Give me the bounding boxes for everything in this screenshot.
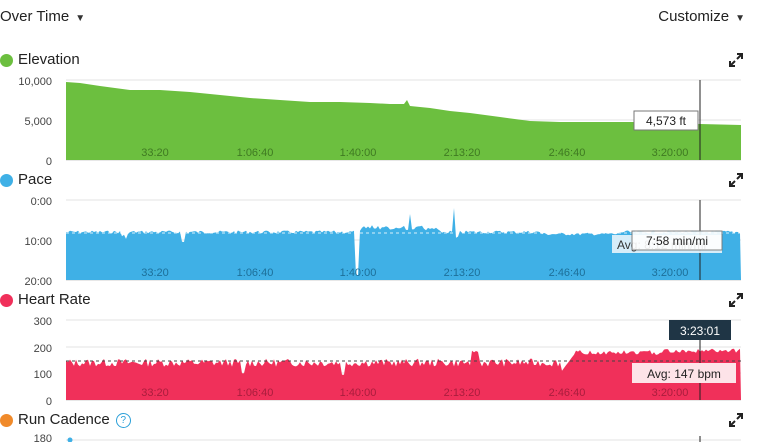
customize-dropdown[interactable]: Customize ▼ xyxy=(658,8,745,25)
x-tick: 33:20 xyxy=(141,147,169,159)
x-tick: 33:20 xyxy=(141,267,169,279)
expand-arrows-icon[interactable] xyxy=(729,293,743,307)
expand-arrows-icon[interactable] xyxy=(729,413,743,427)
x-tick: 3:20:00 xyxy=(652,267,689,279)
cadence-title-wrap: Run Cadence? xyxy=(18,411,131,428)
heart-rate-legend-dot xyxy=(0,294,13,307)
pace-title: Pace xyxy=(18,171,53,188)
elevation-y-tick: 0 xyxy=(46,156,52,168)
pace-y-tick: 20:00 xyxy=(24,276,52,288)
cadence-header: Run Cadence? xyxy=(0,411,765,431)
x-tick: 3:20:00 xyxy=(652,147,689,159)
pace-legend-dot xyxy=(0,174,13,187)
elevation-legend-dot xyxy=(0,54,13,67)
cadence-y-tick: 180 xyxy=(34,433,52,442)
customize-label: Customize xyxy=(658,8,730,25)
pace-y-tick: 0:00 xyxy=(31,196,52,208)
heart-rate-y-tick: 200 xyxy=(34,343,52,355)
x-tick: 1:06:40 xyxy=(237,147,274,159)
pace-cursor-tooltip xyxy=(631,230,723,251)
elevation-area xyxy=(66,82,741,160)
expand-arrows-icon[interactable] xyxy=(729,173,743,187)
x-tick: 1:06:40 xyxy=(237,267,274,279)
help-circle-icon[interactable]: ? xyxy=(115,413,131,428)
heart-rate-y-tick: 100 xyxy=(34,369,52,381)
caret-down-icon: ▼ xyxy=(75,13,86,24)
heart-rate-header: Heart Rate xyxy=(0,291,765,311)
elevation-y-tick: 10,000 xyxy=(18,76,52,88)
heart-rate-average-label: Avg: 147 bpm xyxy=(647,367,721,381)
view-mode-label: Over Time xyxy=(0,8,70,25)
heart-rate-chart: 300 200 100 0 33:20 1:06:40 1:40:00 2:13… xyxy=(34,316,741,408)
heart-rate-y-tick: 0 xyxy=(46,396,52,408)
heart-rate-y-tick: 300 xyxy=(34,316,52,328)
cadence-chart: 180 xyxy=(34,433,741,442)
x-tick: 2:13:20 xyxy=(444,387,481,399)
pace-chart: 0:00 10:00 20:00 33:20 1:06:40 1:40:00 2… xyxy=(24,196,741,288)
pace-average-label: Avg: 8:12 min/mi xyxy=(617,238,706,252)
x-tick: 2:46:40 xyxy=(549,267,586,279)
cadence-point xyxy=(67,437,73,442)
pace-average-badge xyxy=(612,235,722,253)
x-tick: 2:46:40 xyxy=(549,147,586,159)
cadence-legend-dot xyxy=(0,414,13,427)
cursor-time-label: 3:23:01 xyxy=(680,324,720,338)
pace-header: Pace xyxy=(0,171,765,191)
elevation-cursor-tooltip xyxy=(633,110,699,131)
x-tick: 2:13:20 xyxy=(444,267,481,279)
x-tick: 1:40:00 xyxy=(340,147,377,159)
pace-y-tick: 10:00 xyxy=(24,236,52,248)
elevation-chart: 10,000 5,000 0 33:20 1:06:40 1:40:00 2:1… xyxy=(18,76,741,168)
elevation-header: Elevation xyxy=(0,51,765,71)
heart-rate-average-badge xyxy=(632,363,736,383)
view-mode-dropdown[interactable]: Over Time ▼ xyxy=(0,8,85,25)
caret-down-icon: ▼ xyxy=(735,13,745,24)
heart-rate-title: Heart Rate xyxy=(18,291,91,308)
heart-rate-area xyxy=(66,348,741,400)
pace-cursor-value: 7:58 min/mi xyxy=(646,234,708,248)
chart-toolbar: Over Time ▼ Customize ▼ xyxy=(0,0,765,34)
x-tick: 1:40:00 xyxy=(340,267,377,279)
x-tick: 1:06:40 xyxy=(237,387,274,399)
x-tick: 2:46:40 xyxy=(549,387,586,399)
cadence-title: Run Cadence xyxy=(18,411,110,428)
elevation-y-tick: 5,000 xyxy=(24,116,52,128)
expand-arrows-icon[interactable] xyxy=(729,53,743,67)
cursor-time-badge xyxy=(669,320,731,340)
pace-area xyxy=(66,208,741,280)
elevation-cursor-value: 4,573 ft xyxy=(646,114,687,128)
x-tick: 33:20 xyxy=(141,387,169,399)
x-tick: 2:13:20 xyxy=(444,147,481,159)
x-tick: 1:40:00 xyxy=(340,387,377,399)
x-tick: 3:20:00 xyxy=(652,387,689,399)
elevation-title: Elevation xyxy=(18,51,80,68)
